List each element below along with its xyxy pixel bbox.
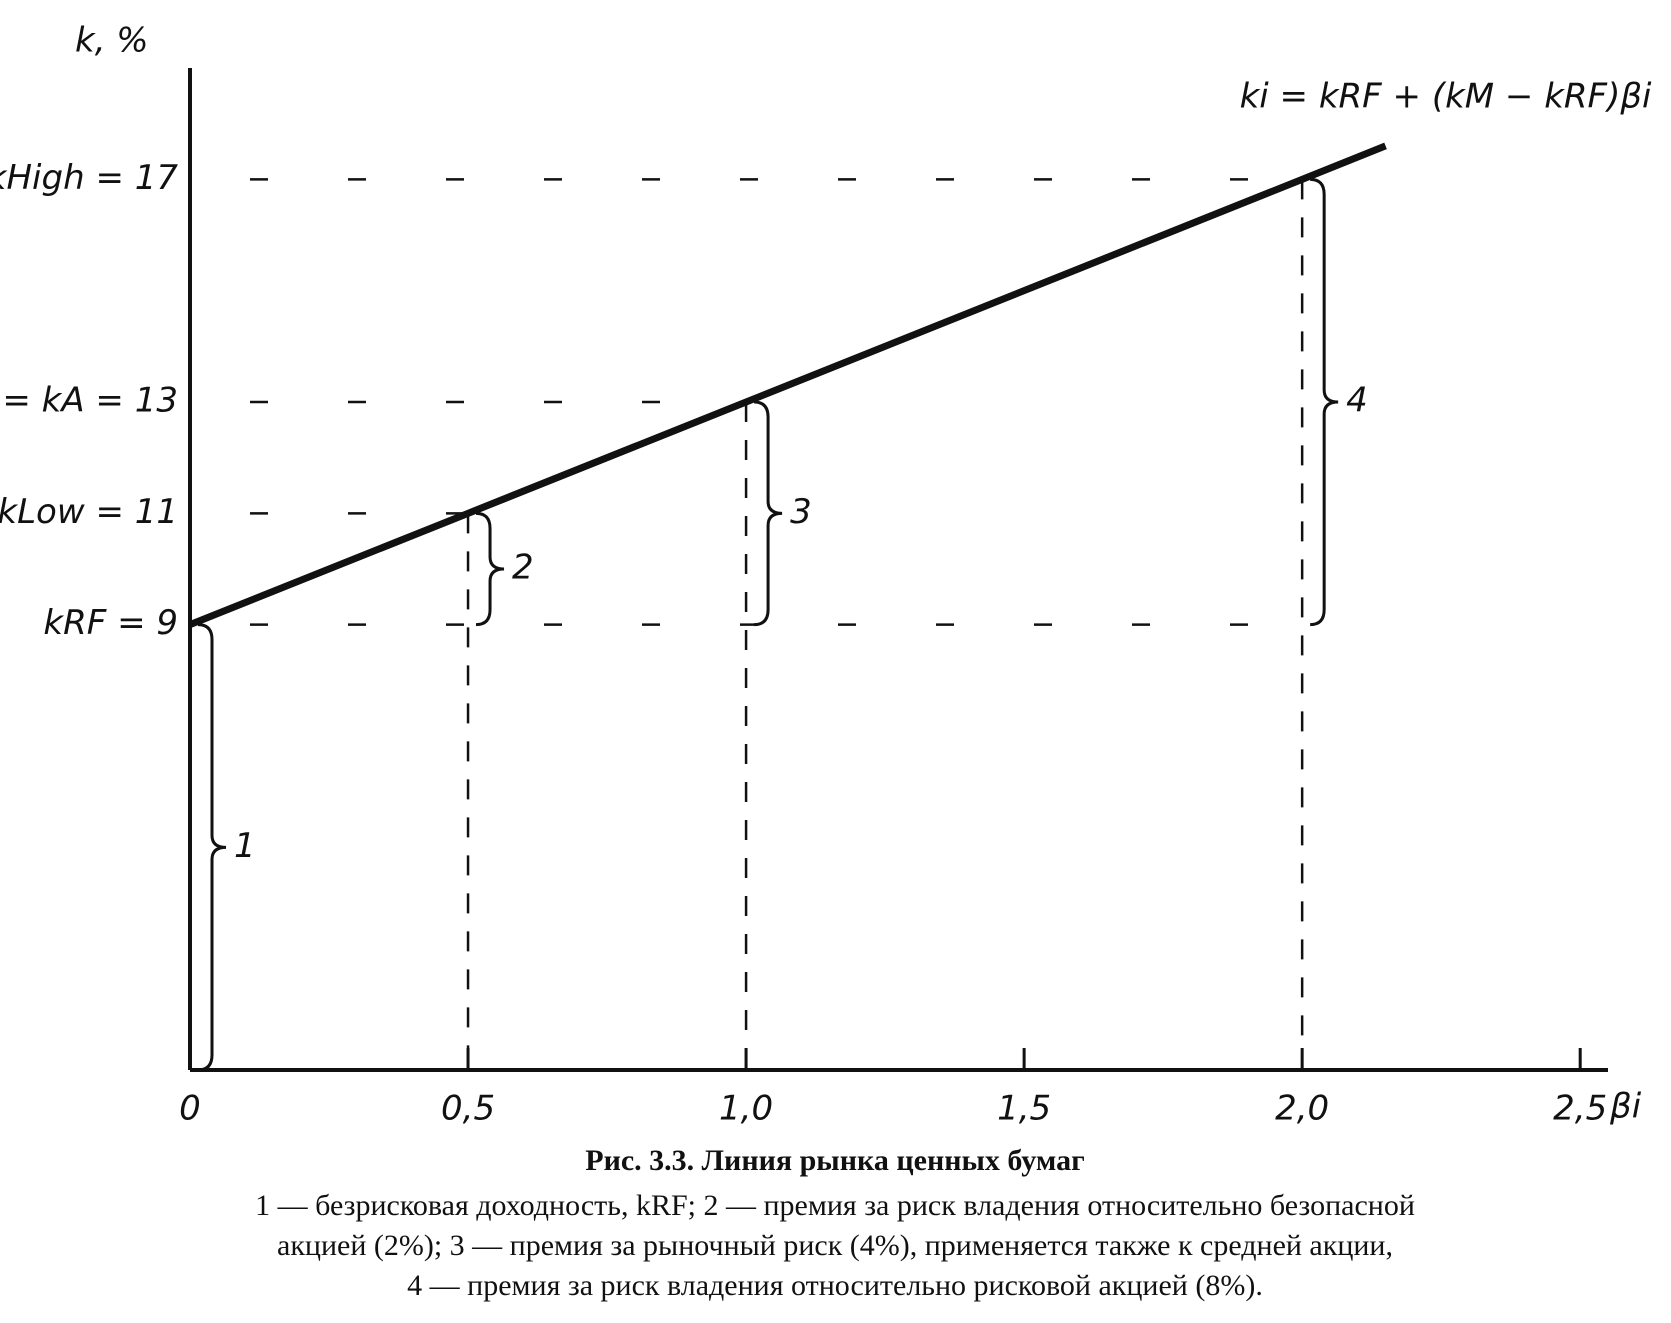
y-tick-label: kM = kA = 13 <box>0 381 178 421</box>
caption-line: 1 — безрисковая доходность, kRF; 2 — пре… <box>255 1189 1415 1222</box>
caption-line: акцией (2%); 3 — премия за рыночный риск… <box>277 1229 1393 1262</box>
x-tick-label: 0,5 <box>441 1089 495 1129</box>
y-tick-label: kRF = 9 <box>43 603 178 643</box>
y-tick-label: kLow = 11 <box>0 492 178 532</box>
x-tick-label: 1,5 <box>997 1089 1051 1129</box>
caption-line: 4 — премия за риск владения относительно… <box>407 1269 1263 1302</box>
bracket-label: 1 <box>234 826 256 866</box>
x-tick-label: 0 <box>179 1089 201 1129</box>
bracket-label: 3 <box>790 492 812 532</box>
x-axis-label: βi <box>1609 1087 1642 1127</box>
bracket <box>753 400 783 627</box>
line-series <box>188 142 1387 628</box>
x-tick-label: 2,5 <box>1553 1089 1607 1129</box>
y-tick-label: kHigh = 17 <box>0 158 178 198</box>
bracket-label: 2 <box>512 548 534 588</box>
bracket <box>1310 177 1339 627</box>
bracket <box>475 511 505 627</box>
caption-title: Рис. 3.3. Линия рынка ценных бумаг <box>585 1144 1085 1177</box>
line-label: ki = kRF + (kM − kRF)βi <box>1240 76 1652 116</box>
bracket-label: 4 <box>1346 381 1368 421</box>
y-axis-label: k, % <box>75 21 149 61</box>
x-tick-label: 2,0 <box>1275 1089 1329 1129</box>
bracket <box>197 623 227 1072</box>
x-tick-label: 1,0 <box>719 1089 773 1129</box>
